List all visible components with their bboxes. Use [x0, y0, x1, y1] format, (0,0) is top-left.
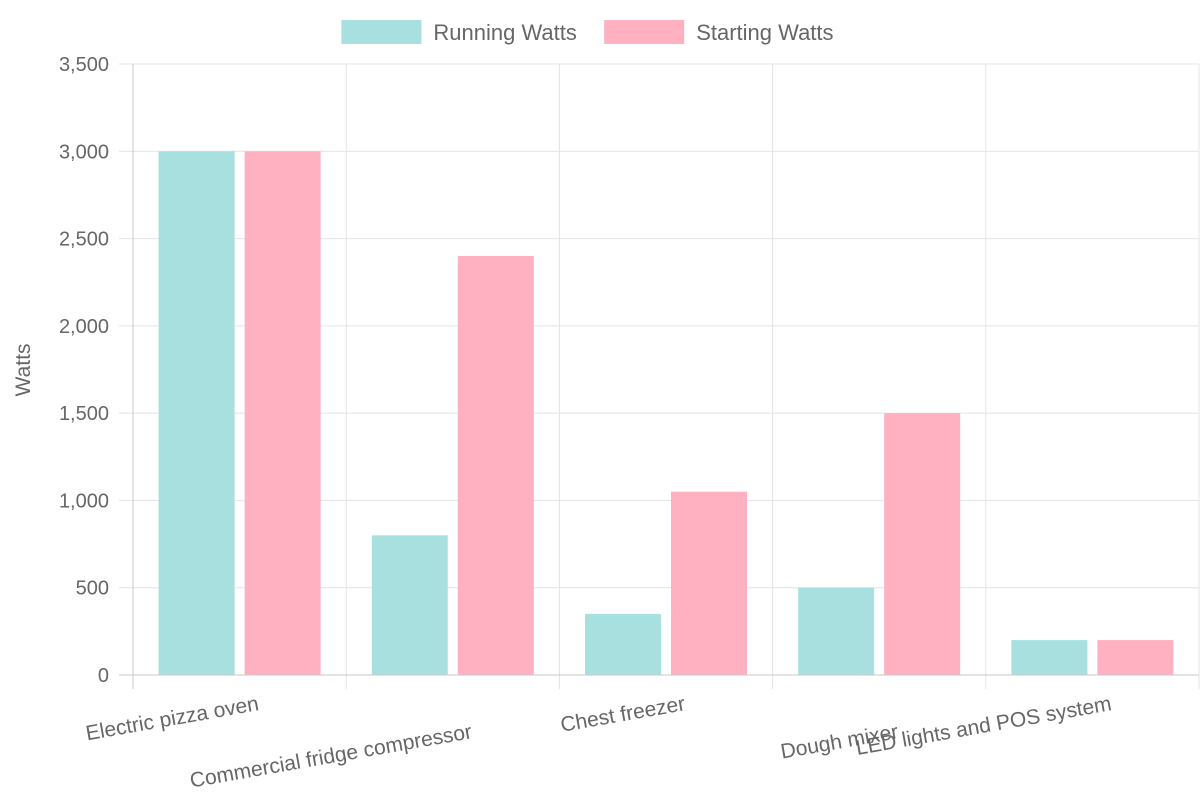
y-tick-label: 2,500 — [59, 229, 109, 251]
bar-starting-watts[interactable] — [671, 491, 747, 675]
y-axis-title: Watts — [12, 344, 35, 397]
bar-running-watts[interactable] — [158, 151, 235, 676]
legend-item-starting-watts[interactable]: Starting Watts — [604, 20, 834, 45]
bar-running-watts[interactable] — [585, 613, 661, 675]
legend[interactable]: Running Watts Starting Watts — [341, 20, 834, 45]
y-tick-label: 1,000 — [59, 490, 109, 512]
legend-swatch — [604, 20, 685, 44]
legend-swatch — [341, 20, 422, 44]
y-tick-label: 2,000 — [59, 316, 109, 338]
bar-starting-watts[interactable] — [1097, 640, 1174, 675]
legend-label: Starting Watts — [696, 20, 833, 45]
legend-label: Running Watts — [433, 20, 576, 45]
y-tick-label: 500 — [76, 578, 109, 600]
bar-running-watts[interactable] — [798, 587, 875, 675]
bar-starting-watts[interactable] — [244, 151, 321, 676]
legend-item-running-watts[interactable]: Running Watts — [341, 20, 577, 45]
x-category-label: Chest freezer — [559, 692, 687, 737]
y-tick-label: 0 — [98, 665, 109, 687]
y-tick-label: 3,500 — [59, 54, 109, 76]
x-category-label: Commercial fridge compressor — [188, 720, 474, 792]
x-category-label: Electric pizza oven — [84, 692, 260, 745]
bar-running-watts[interactable] — [371, 535, 448, 675]
y-tick-labels: 0 500 1,000 1,500 2,000 2,500 3,000 3,500 — [59, 54, 109, 687]
bar-starting-watts[interactable] — [884, 413, 961, 675]
bar-running-watts[interactable] — [1011, 640, 1088, 675]
y-tick-label: 3,000 — [59, 141, 109, 163]
bar-starting-watts[interactable] — [457, 256, 534, 675]
bars — [158, 151, 1174, 676]
y-tick-label: 1,500 — [59, 403, 109, 425]
